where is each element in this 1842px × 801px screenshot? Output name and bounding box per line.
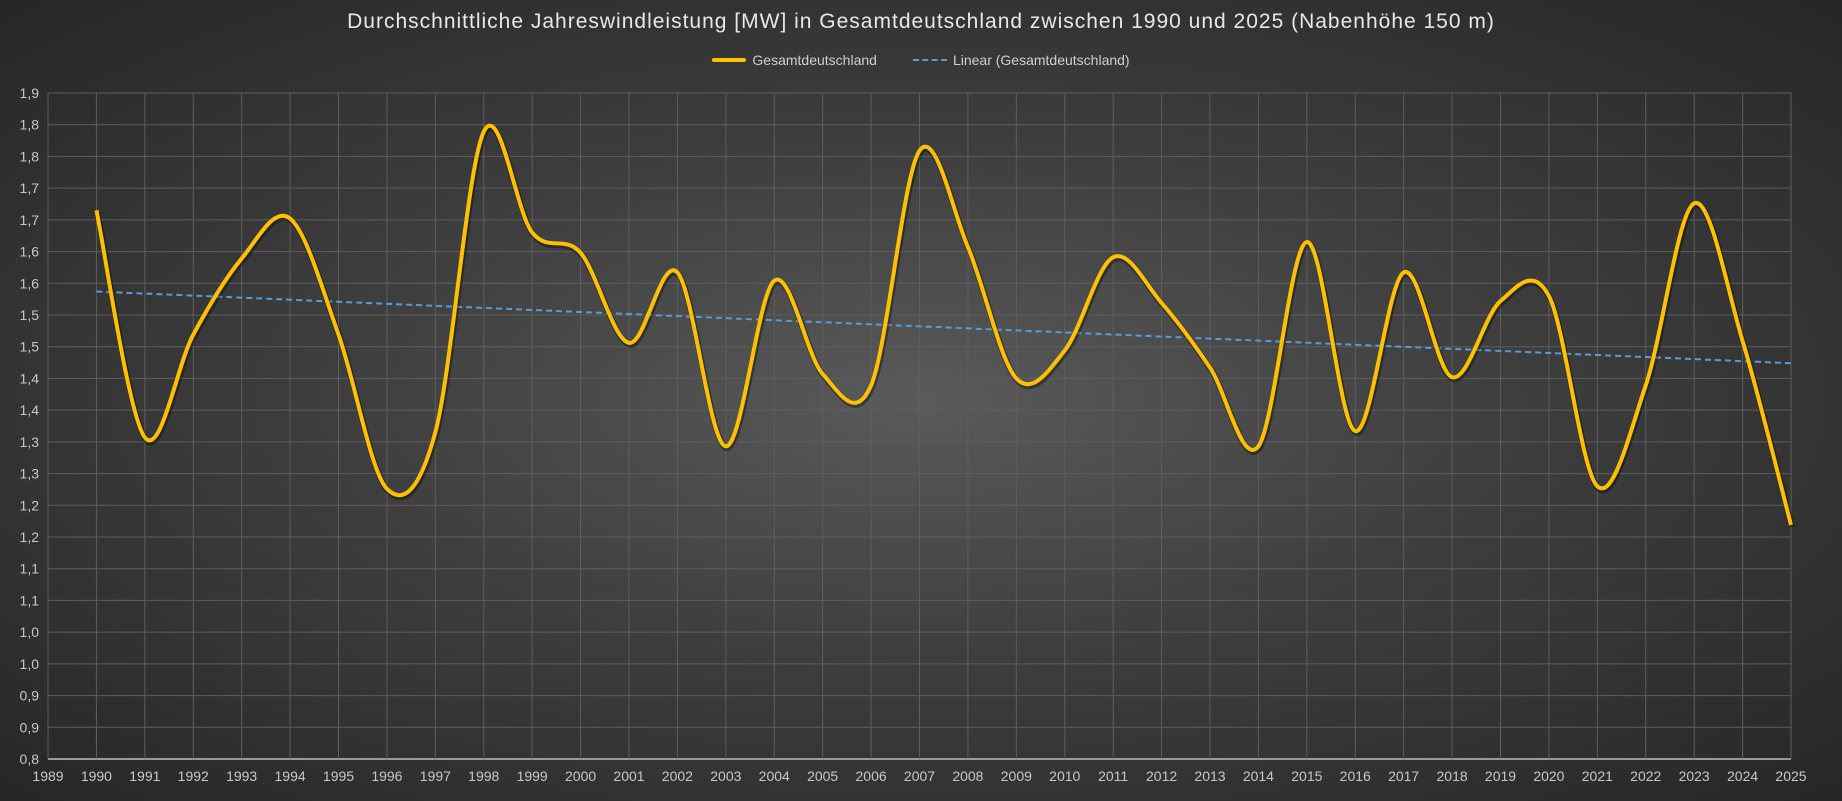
y-tick-label: 1,1	[20, 561, 40, 577]
x-tick-label: 2008	[952, 768, 983, 784]
legend-swatch-dashed	[912, 59, 947, 61]
y-tick-label: 1,5	[20, 307, 40, 323]
trend-line	[96, 290, 1792, 365]
y-tick-label: 1,5	[20, 339, 40, 355]
x-tick-label: 1990	[81, 768, 112, 784]
legend-item-gesamtdeutschland: Gesamtdeutschland	[712, 52, 877, 68]
series-layer	[94, 123, 1795, 528]
x-tick-label: 2020	[1533, 768, 1564, 784]
y-tick-label: 1,4	[20, 370, 40, 386]
y-tick-label: 1,6	[20, 275, 40, 291]
x-tick-label: 2010	[1049, 768, 1080, 784]
y-tick-label: 1,7	[20, 180, 40, 196]
x-tick-label: 1998	[468, 768, 499, 784]
x-tick-label: 2003	[710, 768, 741, 784]
series-line-shadow	[94, 124, 1795, 528]
y-tick-label: 1,3	[20, 466, 40, 482]
y-tick-label: 1,4	[20, 402, 40, 418]
x-tick-label: 2024	[1727, 768, 1758, 784]
x-tick-label: 2007	[904, 768, 935, 784]
x-tick-label: 1991	[129, 768, 160, 784]
x-tick-label: 2015	[1291, 768, 1322, 784]
x-tick-label: 2000	[565, 768, 596, 784]
x-tick-label: 2006	[856, 768, 887, 784]
x-tick-label: 1994	[275, 768, 306, 784]
y-tick-label: 0,9	[20, 688, 40, 704]
x-tick-label: 2014	[1243, 768, 1274, 784]
series-line-gesamtdeutschland	[94, 123, 1793, 526]
x-tick-label: 2001	[613, 768, 644, 784]
x-tick-label: 2018	[1437, 768, 1468, 784]
legend-swatch-solid	[712, 58, 747, 62]
x-tick-label: 2022	[1630, 768, 1661, 784]
y-tick-label: 1,3	[20, 434, 40, 450]
y-tick-label: 0,8	[20, 751, 40, 767]
x-tick-label: 2021	[1582, 768, 1613, 784]
y-tick-label: 1,9	[20, 85, 40, 101]
legend-label: Linear (Gesamtdeutschland)	[952, 52, 1130, 68]
x-tick-label: 2004	[759, 768, 790, 784]
y-tick-label: 1,1	[20, 592, 40, 608]
y-tick-label: 1,8	[20, 148, 40, 164]
x-tick-label: 2019	[1485, 768, 1516, 784]
x-tick-label: 2005	[807, 768, 838, 784]
x-tick-label: 1995	[323, 768, 354, 784]
x-tick-label: 2016	[1340, 768, 1371, 784]
x-tick-label: 2017	[1388, 768, 1419, 784]
y-axis: 0,8 0,9 0,9 1,0 1,0 1,1 1,1 1,2 1,2 1,3 1,3 1,4 1,4 1…	[20, 85, 40, 767]
y-tick-label: 1,2	[20, 529, 40, 545]
x-axis: 1989 1990 1991 1992 1993 1994 1995 1996 1997 1998…	[32, 768, 1806, 784]
legend: Gesamtdeutschland Linear (Gesamtdeutschl…	[0, 52, 1842, 68]
x-tick-label: 2023	[1679, 768, 1710, 784]
chart-title: Durchschnittliche Jahreswindleistung [MW…	[347, 10, 1495, 33]
x-tick-label: 1993	[226, 768, 257, 784]
x-tick-label: 1992	[178, 768, 209, 784]
y-tick-label: 1,6	[20, 244, 40, 260]
x-tick-label: 2025	[1775, 768, 1806, 784]
x-tick-label: 1996	[371, 768, 402, 784]
x-tick-label: 2011	[1098, 768, 1128, 784]
legend-label: Gesamtdeutschland	[752, 52, 877, 68]
grid	[47, 92, 1792, 760]
x-tick-label: 1997	[420, 768, 451, 784]
x-tick-label: 2013	[1194, 768, 1225, 784]
x-tick-label: 2002	[662, 768, 693, 784]
y-tick-label: 1,2	[20, 497, 40, 513]
y-tick-label: 1,0	[20, 656, 40, 672]
legend-item-linear-trend: Linear (Gesamtdeutschland)	[912, 52, 1130, 68]
x-tick-label: 2009	[1001, 768, 1032, 784]
x-tick-label: 1989	[32, 768, 63, 784]
x-tick-label: 2012	[1146, 768, 1177, 784]
y-tick-label: 1,0	[20, 624, 40, 640]
y-tick-label: 1,8	[20, 117, 40, 133]
y-tick-label: 0,9	[20, 719, 40, 735]
x-tick-label: 1999	[517, 768, 548, 784]
y-tick-label: 1,7	[20, 212, 40, 228]
